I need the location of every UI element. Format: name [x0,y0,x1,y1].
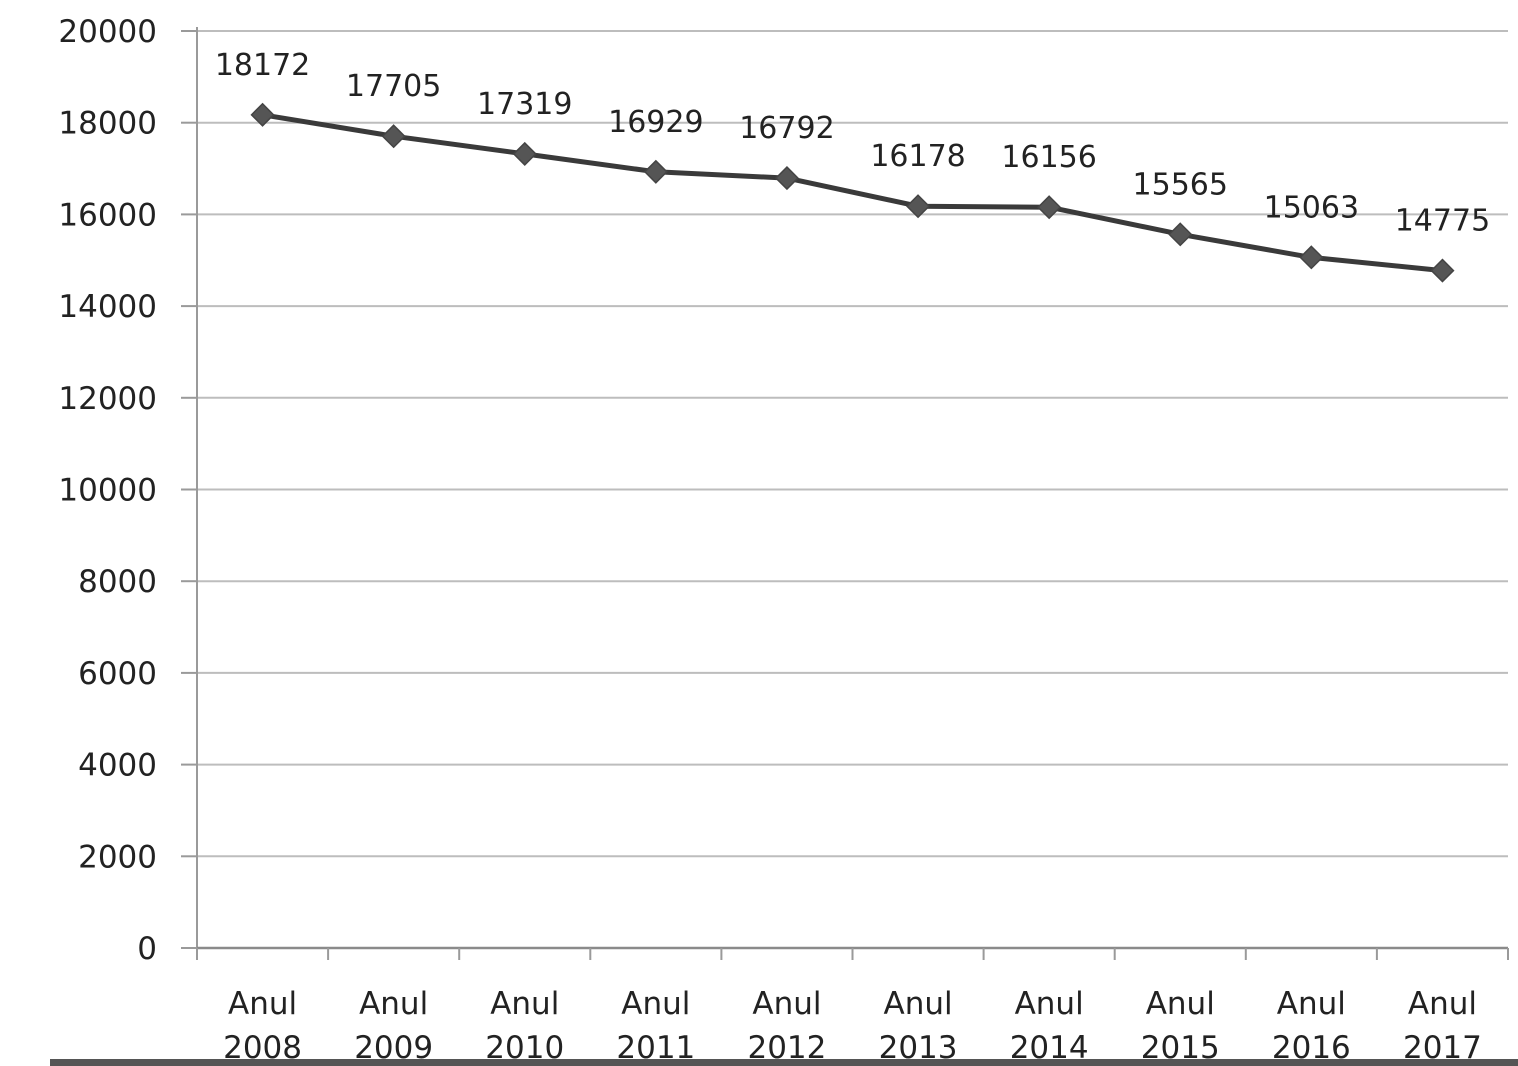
data-label-1: 17705 [346,69,441,104]
series-0-marker-2 [512,141,537,166]
x-tick-label-0-line1: Anul [228,986,297,1022]
gridlines [197,30,1508,858]
series-0-marker-9 [1430,258,1455,283]
y-tick-label-18000: 18000 [58,106,157,142]
series-0-marker-4 [774,166,800,191]
bottom-border-bar [50,1059,1518,1066]
data-labels: 18172 17705 17319 16929 16792 16178 16156 15565… [215,48,1490,239]
series-0-marker-6 [1037,195,1062,220]
y-tick-label-20000: 20000 [58,14,157,50]
x-tick-label-5-line1: Anul [883,986,952,1022]
x-tick-label-1-line1: Anul [359,986,428,1022]
y-tick-label-4000: 4000 [78,748,157,784]
series-0-line [262,112,1443,274]
series-0-marker-8 [1299,245,1324,270]
y-tick-label-2000: 2000 [78,839,157,875]
series [250,102,1455,283]
y-tick-label-12000: 12000 [58,381,157,417]
data-label-3: 16929 [608,105,703,140]
data-label-4: 16792 [739,111,834,146]
data-label-2: 17319 [477,87,572,122]
x-tick-labels: Anul2008Anul2009Anul2010Anul2011Anul2012… [223,986,1482,1066]
data-label-9: 14775 [1395,204,1490,239]
y-tick-label-8000: 8000 [78,564,157,600]
axes [181,27,1509,960]
series-0-marker-0 [250,102,275,127]
x-tick-label-7-line1: Anul [1146,986,1215,1022]
x-tick-label-2-line1: Anul [490,986,559,1022]
y-tick-label-0: 0 [137,931,157,967]
x-tick-label-4-line1: Anul [752,986,821,1022]
y-tick-label-16000: 16000 [58,197,157,233]
data-label-5: 16178 [870,139,965,174]
series-0-marker-3 [643,159,668,184]
y-tick-label-6000: 6000 [78,656,157,692]
data-label-6: 16156 [1001,140,1096,175]
data-label-7: 15565 [1133,167,1228,202]
series-0-marker-7 [1168,222,1193,247]
x-tick-label-6-line1: Anul [1015,986,1084,1022]
y-tick-labels: 0 2000 4000 6000 8000 10000 12000 14000 16000 180… [58,14,157,967]
series-0-marker-5 [905,194,931,219]
y-tick-label-14000: 14000 [58,289,157,325]
x-tick-label-3-line1: Anul [621,986,690,1022]
series-0-marker-1 [381,124,406,149]
x-tick-label-8-line1: Anul [1277,986,1346,1022]
data-label-0: 18172 [215,48,310,83]
data-label-8: 15063 [1264,190,1359,225]
x-tick-label-9-line1: Anul [1408,986,1477,1022]
y-tick-label-10000: 10000 [58,473,157,509]
